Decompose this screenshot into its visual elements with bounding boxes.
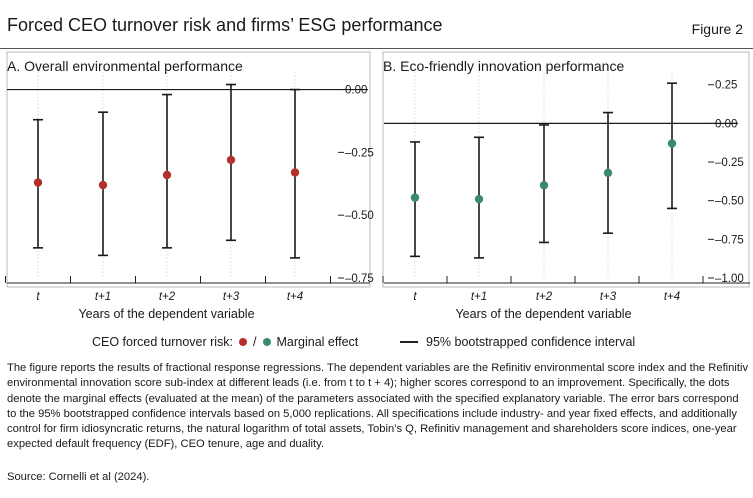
figure-label: Figure 2 <box>691 21 743 37</box>
legend-dot-green <box>262 338 271 346</box>
legend-label: CEO forced turnover risk: <box>92 335 234 349</box>
panel-b-point-3 <box>603 168 613 178</box>
legend-separator: / <box>253 335 257 349</box>
panel-a-point-3 <box>226 155 236 165</box>
panel-b-xlabel: Years of the dependent variable <box>455 307 631 321</box>
panel-a-point-2 <box>162 170 172 180</box>
legend-ci-line <box>400 341 418 343</box>
panel-a-xtick-label-2: t+2 <box>159 291 176 303</box>
legend-marginal-label: Marginal effect <box>276 335 359 349</box>
legend-ci-label: 95% bootstrapped confidence interval <box>426 335 636 349</box>
figure-note: The figure reports the results of fracti… <box>7 362 749 451</box>
panel-a-ytick-label-2: –0.50 <box>345 210 374 222</box>
panel-a-ytick-label-0: 0.00 <box>345 85 367 97</box>
panel-a-xtick-label-4: t+4 <box>287 291 303 303</box>
panel-b-ytick-label-1: 0.00 <box>715 118 737 130</box>
panel-b-ytick-label-2: –0.25 <box>715 157 744 169</box>
panel-a-xtick-label-0: t <box>36 291 40 303</box>
legend-ci: 95% bootstrapped confidence interval <box>400 335 635 349</box>
legend-marginal: CEO forced turnover risk: / Marginal eff… <box>92 335 358 349</box>
header-rule <box>0 48 753 49</box>
panel-a-frame <box>6 51 371 288</box>
panel-a-point-4 <box>290 168 300 177</box>
panel-b-ytick-label-3: –0.50 <box>715 196 744 208</box>
panel-b-ytick-label-5: –1.00 <box>715 273 744 285</box>
panel-a-xlabel: Years of the dependent variable <box>78 307 254 321</box>
panel-b-ytick-label-0: 0.25 <box>715 80 737 92</box>
panel-b-xtick-label-1: t+1 <box>471 291 487 303</box>
panel-b-point-4 <box>667 139 677 148</box>
panel-a-ytick-label-1: –0.25 <box>345 147 374 159</box>
panel-b-xtick-label-2: t+2 <box>536 291 553 303</box>
panel-b-ytick-label-4: –0.75 <box>715 234 744 246</box>
panel-a-ytick-label-3: –0.75 <box>345 273 374 285</box>
panel-a-title: A. Overall environmental performance <box>7 58 243 74</box>
panel-b-xtick-label-3: t+3 <box>600 291 617 303</box>
panel-b-frame <box>382 51 750 288</box>
legend-dot-red <box>239 338 248 346</box>
panel-b-title: B. Eco-friendly innovation performance <box>383 58 625 74</box>
figure-source: Source: Cornelli et al (2024). <box>7 471 150 483</box>
panel-b-xtick-label-0: t <box>413 291 417 303</box>
panel-a-point-1 <box>98 180 108 190</box>
panel-b-xtick-label-4: t+4 <box>664 291 680 303</box>
panel-a-xtick-label-3: t+3 <box>223 291 240 303</box>
panel-b-point-1 <box>474 194 484 204</box>
panel-b-point-2 <box>539 181 549 190</box>
figure-title: Forced CEO turnover risk and firms’ ESG … <box>7 15 443 35</box>
panel-b-point-0 <box>410 193 420 202</box>
chart-canvas: 0.00 –0.25 –0.50 –0.75 t t+1 t+2 t+3 t+4 Years of… <box>5 51 750 321</box>
panel-a-point-0 <box>33 178 43 187</box>
panel-a-xtick-label-1: t+1 <box>95 291 111 303</box>
